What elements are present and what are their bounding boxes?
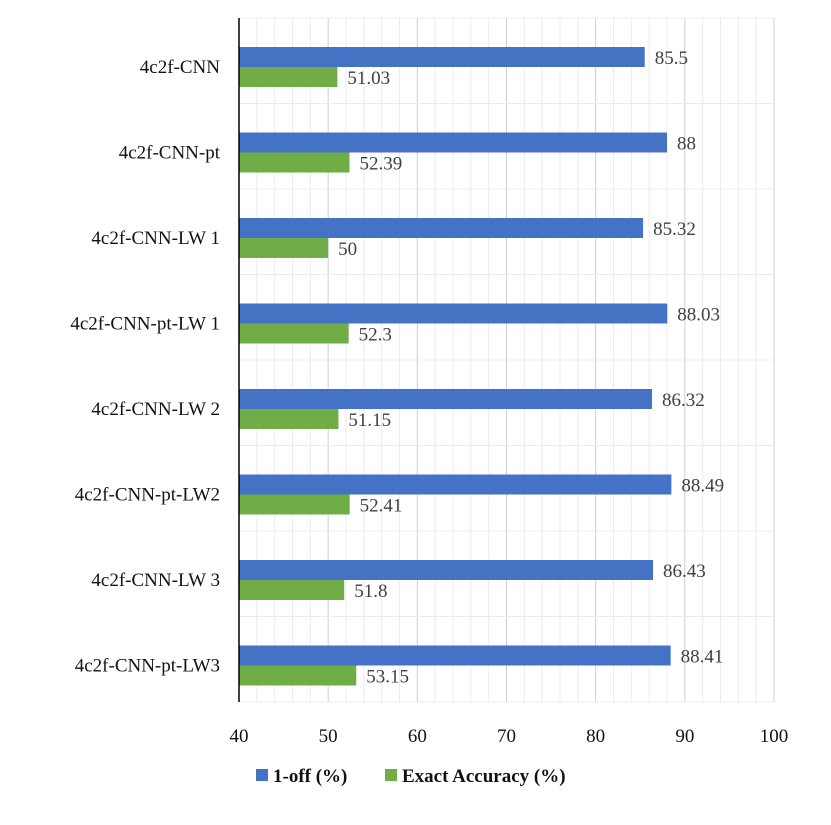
legend-swatch-exact-accuracy bbox=[385, 769, 397, 781]
bar-exact-accuracy bbox=[239, 238, 329, 258]
category-label: 4c2f-CNN bbox=[140, 57, 220, 78]
bar-1-off bbox=[239, 47, 645, 67]
bar-exact-accuracy bbox=[239, 323, 349, 344]
data-label: 85.32 bbox=[653, 219, 696, 240]
bar-1-off bbox=[239, 560, 654, 580]
data-label: 52.3 bbox=[359, 325, 392, 346]
bar-exact-accuracy bbox=[239, 665, 357, 686]
x-tick-label: 100 bbox=[760, 726, 789, 747]
data-label: 88.03 bbox=[677, 305, 720, 326]
x-tick-label: 40 bbox=[230, 726, 249, 747]
legend-swatch-1-off bbox=[256, 769, 268, 781]
bar-1-off bbox=[239, 389, 653, 409]
data-label: 52.39 bbox=[359, 154, 402, 175]
data-label: 85.5 bbox=[655, 48, 688, 69]
bar-1-off bbox=[239, 645, 671, 666]
bar-1-off bbox=[239, 303, 668, 324]
legend-label: Exact Accuracy (%) bbox=[402, 766, 566, 787]
category-label: 4c2f-CNN-pt-LW2 bbox=[75, 485, 220, 506]
bar-exact-accuracy bbox=[239, 580, 345, 600]
data-label: 51.8 bbox=[354, 581, 387, 602]
x-tick-label: 50 bbox=[319, 726, 338, 747]
data-label: 52.41 bbox=[360, 496, 403, 517]
category-label: 4c2f-CNN-pt bbox=[119, 143, 221, 164]
x-tick-label: 90 bbox=[675, 726, 694, 747]
bar-1-off bbox=[239, 218, 644, 238]
data-label: 86.43 bbox=[663, 561, 706, 582]
data-label: 53.15 bbox=[366, 667, 409, 688]
data-label: 86.32 bbox=[662, 390, 705, 411]
data-label: 88 bbox=[677, 134, 696, 155]
x-tick-label: 80 bbox=[586, 726, 605, 747]
legend: 1-off (%) Exact Accuracy (%) bbox=[256, 766, 566, 787]
data-label: 88.41 bbox=[681, 647, 724, 668]
bar-exact-accuracy bbox=[239, 67, 338, 87]
grid-layer bbox=[239, 17, 775, 703]
x-tick-label: 60 bbox=[408, 726, 427, 747]
category-label: 4c2f-CNN-LW 1 bbox=[91, 228, 220, 249]
bar-1-off bbox=[239, 474, 672, 495]
x-tick-label: 70 bbox=[497, 726, 516, 747]
category-label: 4c2f-CNN-pt-LW3 bbox=[75, 656, 220, 677]
data-label: 88.49 bbox=[681, 476, 724, 497]
category-label: 4c2f-CNN-pt-LW 1 bbox=[70, 314, 220, 335]
bar-1-off bbox=[239, 132, 667, 153]
category-label: 4c2f-CNN-LW 3 bbox=[91, 570, 220, 591]
label-layer: 85.5 51.03 4c2f-CNN 88 52.39 4c2f-CNN-pt 85.32… bbox=[70, 48, 724, 688]
bar-layer bbox=[239, 47, 672, 686]
data-label: 50 bbox=[338, 239, 357, 260]
bar-exact-accuracy bbox=[239, 494, 350, 515]
bar-exact-accuracy bbox=[239, 152, 350, 173]
bar-exact-accuracy bbox=[239, 409, 339, 429]
data-label: 51.15 bbox=[348, 410, 391, 431]
category-label: 4c2f-CNN-LW 2 bbox=[91, 399, 220, 420]
legend-label: 1-off (%) bbox=[273, 766, 347, 787]
axis-layer: 40 50 60 70 80 90 100 bbox=[230, 18, 789, 747]
data-label: 51.03 bbox=[347, 68, 390, 89]
